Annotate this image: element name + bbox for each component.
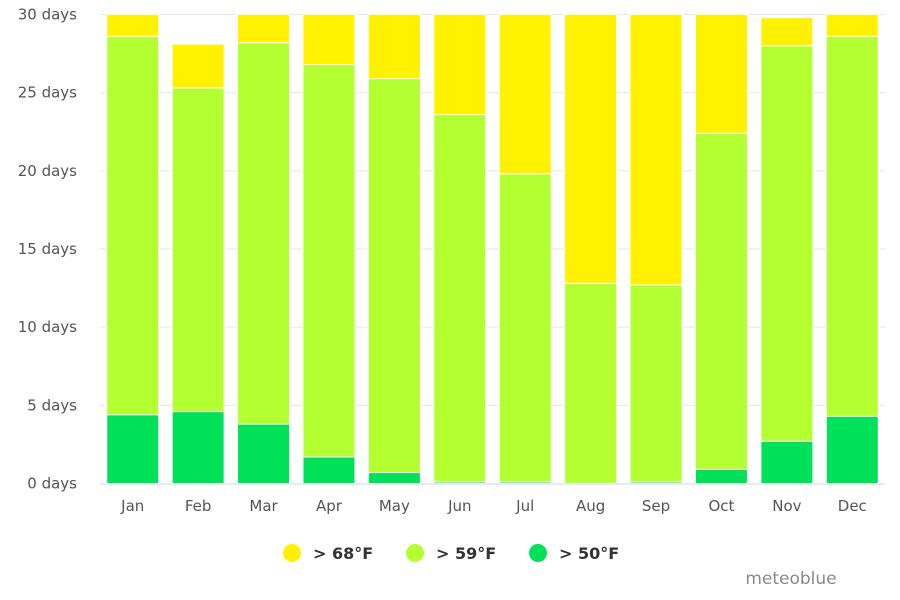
bar-segment[interactable] (302, 64, 356, 458)
bar-segment[interactable] (498, 14, 552, 175)
bar-segment[interactable] (825, 35, 879, 417)
bar-segment[interactable] (171, 411, 225, 484)
x-axis: Jan Feb Mar Apr May Jun Jul Aug Sep Oct Nov Dec (120, 497, 867, 515)
y-tick-label: 25 days (18, 84, 77, 102)
bar-segment[interactable] (564, 282, 618, 485)
bar-segment[interactable] (825, 415, 879, 485)
bar-segment[interactable] (367, 78, 421, 474)
y-tick-label: 5 days (27, 396, 77, 414)
x-tick-label: Mar (249, 497, 278, 515)
y-axis: 0 days 5 days 10 days 15 days 20 days 25 days… (18, 6, 77, 493)
x-tick-label: Sep (642, 497, 670, 515)
bar-segment[interactable] (564, 14, 618, 284)
x-tick-label: Feb (185, 497, 212, 515)
gridlines (100, 14, 885, 406)
y-tick-label: 30 days (18, 6, 77, 24)
bar-segment[interactable] (302, 456, 356, 485)
legend-label: > 50°F (559, 544, 619, 563)
bar-segment[interactable] (237, 42, 291, 425)
legend-swatch (529, 544, 547, 562)
x-tick-label: Aug (576, 497, 605, 515)
watermark: meteoblue (745, 569, 836, 589)
bar-segment[interactable] (237, 423, 291, 484)
bar-segment[interactable] (302, 14, 356, 66)
y-tick-label: 10 days (18, 318, 77, 336)
bar-segment[interactable] (367, 472, 421, 485)
legend-item[interactable]: > 59°F (406, 544, 496, 563)
y-tick-label: 15 days (18, 240, 77, 258)
x-tick-label: Jan (120, 497, 144, 515)
legend-swatch (283, 544, 301, 562)
y-tick-label: 0 days (27, 475, 77, 493)
x-tick-label: May (379, 497, 410, 515)
bar-segment[interactable] (694, 468, 748, 484)
legend-item[interactable]: > 50°F (529, 544, 619, 563)
legend-label: > 68°F (313, 544, 373, 563)
bar-segment[interactable] (171, 43, 225, 89)
y-tick-label: 20 days (18, 162, 77, 180)
x-tick-label: Oct (708, 497, 734, 515)
x-tick-label: Jul (515, 497, 534, 515)
bar-segment[interactable] (760, 17, 814, 47)
bar-segment[interactable] (106, 414, 160, 485)
x-tick-label: Nov (772, 497, 801, 515)
legend-swatch (406, 544, 424, 562)
bar-segment[interactable] (367, 14, 421, 80)
bar-segment[interactable] (629, 14, 683, 286)
bar-segment[interactable] (106, 35, 160, 416)
bar-segment[interactable] (825, 14, 879, 37)
bar-segment[interactable] (760, 440, 814, 485)
legend-label: > 59°F (436, 544, 496, 563)
x-tick-label: Dec (838, 497, 867, 515)
x-tick-label: Apr (316, 497, 343, 515)
bar-segment[interactable] (760, 45, 814, 442)
bar-segment[interactable] (629, 284, 683, 483)
bar-segment[interactable] (106, 14, 160, 37)
bar-segment[interactable] (171, 87, 225, 413)
bar-segment[interactable] (694, 132, 748, 470)
legend: > 68°F > 59°F > 50°F (283, 544, 619, 563)
bar-segment[interactable] (498, 173, 552, 483)
bar-segment[interactable] (237, 14, 291, 44)
legend-item[interactable]: > 68°F (283, 544, 373, 563)
bars (106, 14, 879, 485)
bar-segment[interactable] (694, 14, 748, 134)
x-tick-label: Jun (447, 497, 471, 515)
bar-segment[interactable] (433, 114, 487, 483)
bar-segment[interactable] (433, 14, 487, 116)
